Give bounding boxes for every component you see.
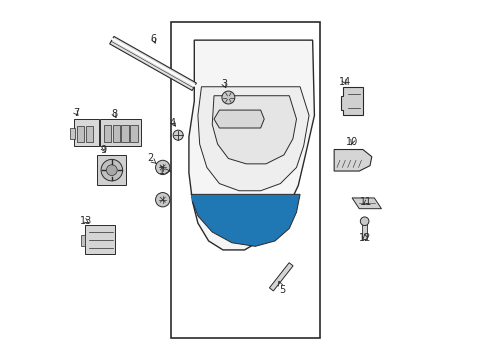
Text: 13: 13 (80, 216, 92, 226)
Bar (86, 126, 93, 142)
Bar (121, 125, 128, 142)
Text: 1: 1 (159, 166, 170, 176)
Bar (70, 128, 75, 139)
Polygon shape (333, 149, 371, 171)
Text: 14: 14 (338, 77, 350, 87)
Polygon shape (269, 263, 292, 291)
Bar (81, 235, 85, 246)
Text: 10: 10 (345, 138, 358, 147)
Bar (77, 126, 84, 142)
Text: 12: 12 (358, 233, 371, 243)
Bar (85, 225, 115, 253)
Polygon shape (190, 194, 300, 246)
Text: 6: 6 (150, 35, 157, 44)
Bar (97, 155, 126, 185)
Bar (130, 125, 137, 142)
Text: 11: 11 (360, 197, 372, 207)
Polygon shape (109, 36, 196, 90)
Polygon shape (212, 96, 296, 164)
Polygon shape (341, 87, 362, 116)
Circle shape (173, 130, 183, 140)
Text: 5: 5 (278, 281, 285, 296)
Circle shape (222, 91, 234, 104)
Bar (171, 22, 319, 338)
Circle shape (101, 159, 122, 181)
Circle shape (155, 193, 169, 207)
Circle shape (106, 165, 117, 176)
Text: 2: 2 (147, 153, 156, 163)
Text: 7: 7 (73, 108, 79, 118)
Bar (362, 223, 366, 239)
Circle shape (155, 160, 169, 175)
Text: 4: 4 (169, 118, 176, 128)
Polygon shape (214, 110, 264, 128)
Bar (112, 125, 120, 142)
Text: 3: 3 (221, 79, 226, 89)
Bar (100, 119, 141, 146)
Polygon shape (351, 198, 381, 209)
Bar (103, 125, 110, 142)
Polygon shape (188, 40, 314, 250)
Bar (74, 119, 99, 146)
Circle shape (360, 217, 368, 226)
Polygon shape (198, 87, 308, 191)
Text: 9: 9 (101, 144, 107, 154)
Text: 8: 8 (111, 109, 117, 119)
